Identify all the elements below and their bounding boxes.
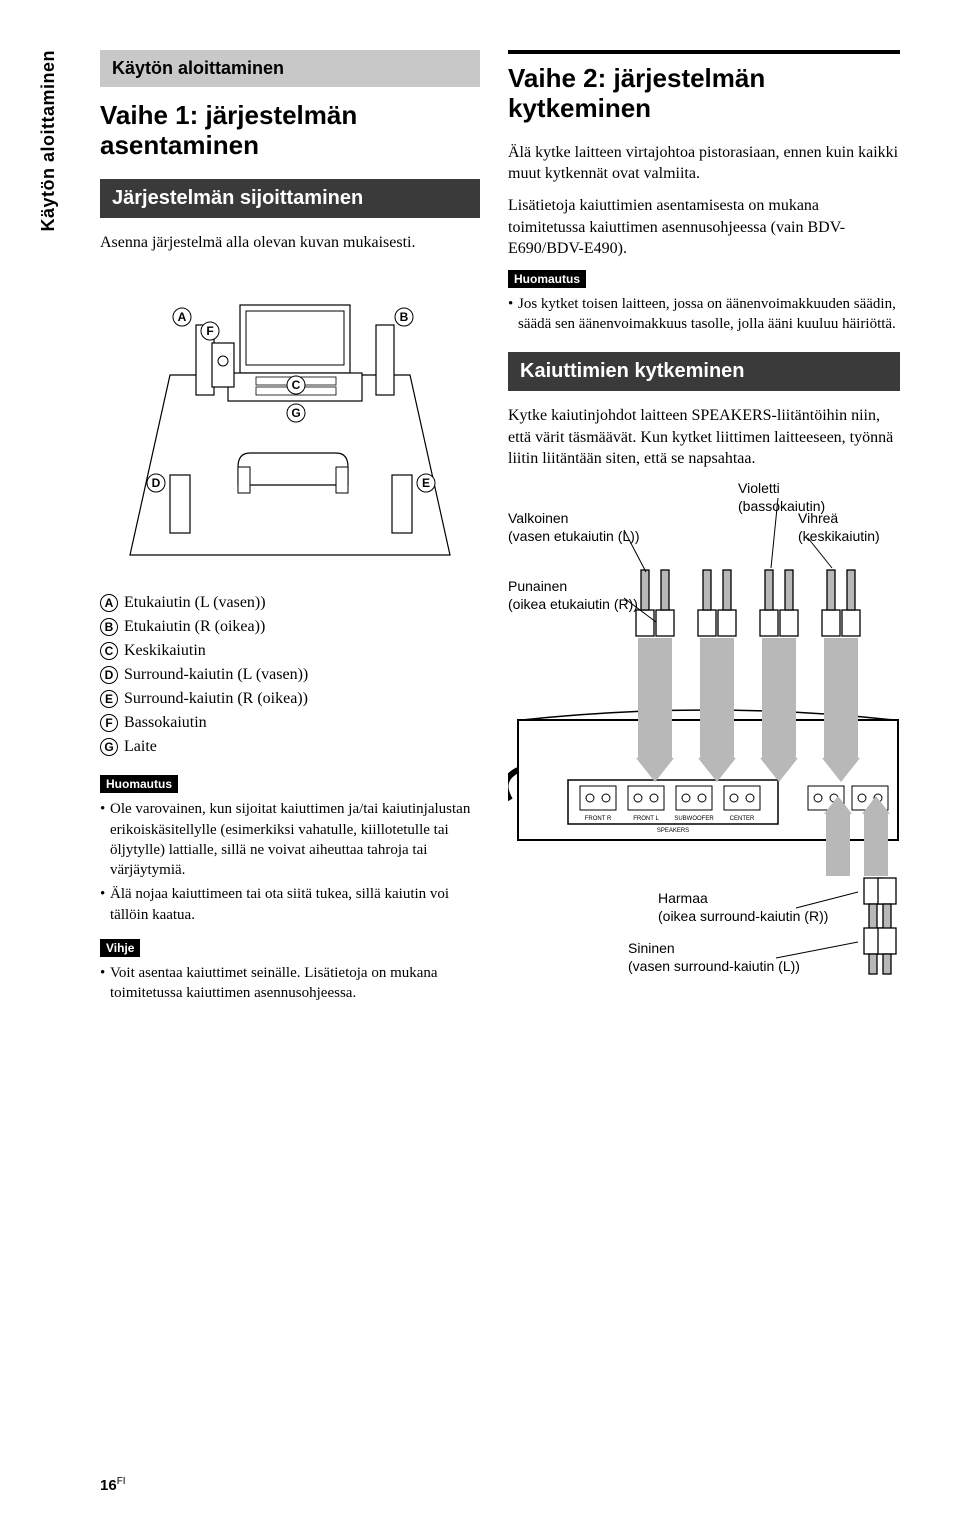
connector-diagram: Valkoinen (vasen etukaiutin (L)) Punaine… [508,480,900,1000]
room-layout-diagram: A B C D E F G [100,265,480,575]
subsection-box: Kaiuttimien kytkeminen [508,352,900,391]
svg-text:SUBWOOFER: SUBWOOFER [674,816,714,822]
svg-text:D: D [152,476,161,490]
svg-text:B: B [400,310,409,324]
para2: Lisätietoja kaiuttimien asentamisesta on… [508,195,900,260]
right-column: Vaihe 2: järjestelmän kytkeminen Älä kyt… [508,50,900,1017]
legend-text: Etukaiutin (R (oikea)) [124,615,265,639]
page-number: 16FI [100,1476,126,1494]
legend-row: C Keskikaiutin [100,639,480,663]
legend-letter: G [100,738,118,756]
section-label-box: Käytön aloittaminen [100,50,480,87]
legend-text: Surround-kaiutin (R (oikea)) [124,687,308,711]
svg-text:E: E [422,476,430,490]
svg-text:FRONT R: FRONT R [585,816,612,822]
svg-text:SPEAKERS: SPEAKERS [657,828,689,834]
thick-rule [508,50,900,54]
svg-text:A: A [178,310,187,324]
legend-text: Laite [124,735,157,759]
legend-row: D Surround-kaiutin (L (vasen)) [100,663,480,687]
note-item: Ole varovainen, kun sijoitat kaiuttimen … [100,799,480,880]
legend-text: Bassokaiutin [124,711,207,735]
speaker-legend: A Etukaiutin (L (vasen)) B Etukaiutin (R (… [100,591,480,759]
content-columns: Käytön aloittaminen Vaihe 1: järjestelmä… [100,50,900,1017]
legend-row: G Laite [100,735,480,759]
note-item: Älä nojaa kaiuttimeen tai ota siitä tuke… [100,884,480,925]
legend-letter: E [100,690,118,708]
side-tab: Käytön aloittaminen [38,50,59,232]
legend-text: Surround-kaiutin (L (vasen)) [124,663,308,687]
subsection-title: Järjestelmän sijoittaminen [112,187,468,210]
section-label: Käytön aloittaminen [112,58,468,79]
legend-letter: A [100,594,118,612]
legend-letter: F [100,714,118,732]
tip-item: Voit asentaa kaiuttimet seinälle. Lisäti… [100,963,480,1004]
svg-text:CENTER: CENTER [730,816,755,822]
legend-row: A Etukaiutin (L (vasen)) [100,591,480,615]
svg-text:FRONT L: FRONT L [633,816,659,822]
note-label: Huomautus [508,270,586,288]
note-label: Huomautus [100,775,178,793]
para3: Kytke kaiutinjohdot laitteen SPEAKERS-li… [508,405,900,470]
tip-list: Voit asentaa kaiuttimet seinälle. Lisäti… [100,963,480,1004]
para1: Älä kytke laitteen virtajohtoa pistorasi… [508,142,900,185]
legend-row: E Surround-kaiutin (R (oikea)) [100,687,480,711]
svg-text:F: F [206,324,213,338]
step2-title: Vaihe 2: järjestelmän kytkeminen [508,64,900,124]
page-num-suffix: FI [117,1476,126,1487]
legend-letter: C [100,642,118,660]
legend-text: Etukaiutin (L (vasen)) [124,591,266,615]
svg-text:G: G [291,406,300,420]
legend-letter: B [100,618,118,636]
intro-text: Asenna järjestelmä alla olevan kuvan muk… [100,232,480,254]
legend-row: B Etukaiutin (R (oikea)) [100,615,480,639]
left-column: Käytön aloittaminen Vaihe 1: järjestelmä… [100,50,480,1017]
subsection-box: Järjestelmän sijoittaminen [100,179,480,218]
note-list: Ole varovainen, kun sijoitat kaiuttimen … [100,799,480,925]
subsection-title: Kaiuttimien kytkeminen [520,360,888,383]
svg-text:C: C [292,378,301,392]
page-num-value: 16 [100,1477,117,1494]
legend-letter: D [100,666,118,684]
tip-label: Vihje [100,939,140,957]
legend-row: F Bassokaiutin [100,711,480,735]
note-list: Jos kytket toisen laitteen, jossa on ään… [508,294,900,335]
legend-text: Keskikaiutin [124,639,206,663]
note-item: Jos kytket toisen laitteen, jossa on ään… [508,294,900,335]
step1-title: Vaihe 1: järjestelmän asentaminen [100,101,480,161]
